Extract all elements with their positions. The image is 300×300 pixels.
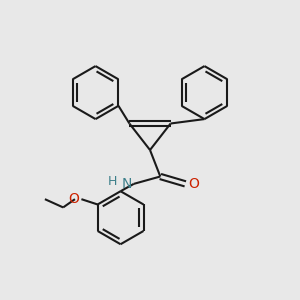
Text: N: N — [122, 177, 132, 191]
Text: H: H — [108, 175, 118, 188]
Text: O: O — [188, 177, 199, 191]
Text: O: O — [68, 192, 80, 206]
